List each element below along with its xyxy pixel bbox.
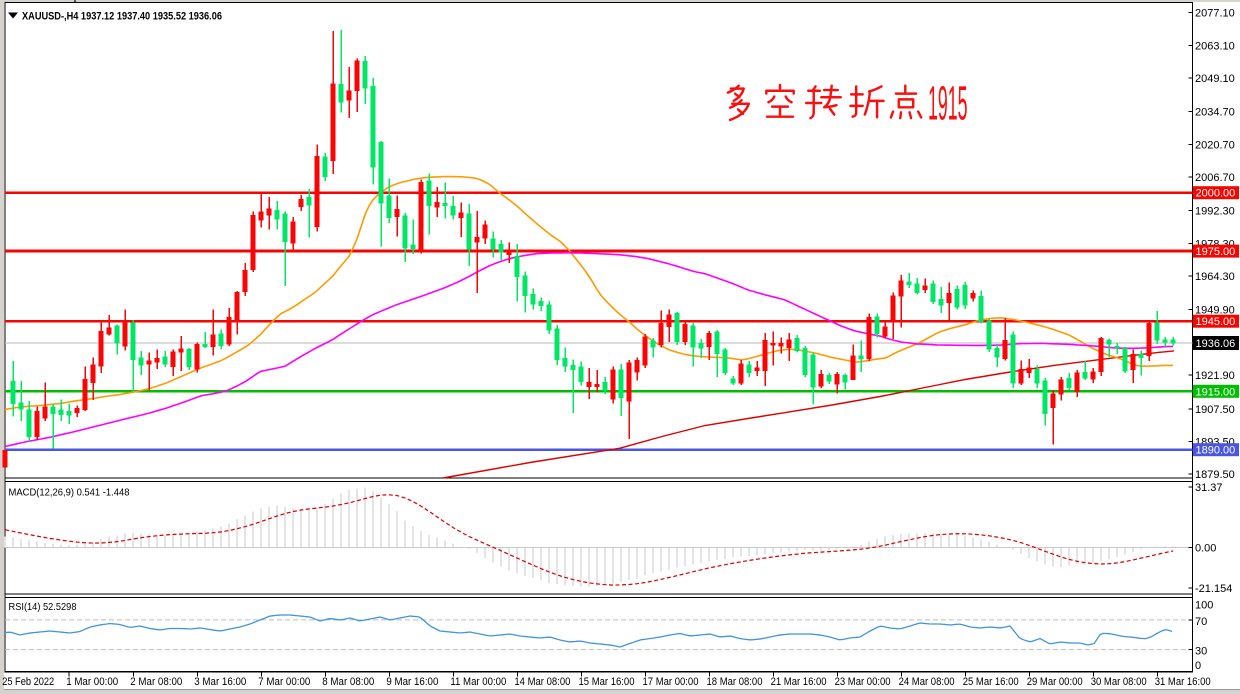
svg-text:2020.70: 2020.70 <box>1195 139 1235 151</box>
svg-text:1 Mar 00:00: 1 Mar 00:00 <box>66 676 118 688</box>
svg-text:RSI(14) 52.5298: RSI(14) 52.5298 <box>9 601 77 613</box>
svg-text:7 Mar 00:00: 7 Mar 00:00 <box>258 676 310 688</box>
svg-text:23 Mar 00:00: 23 Mar 00:00 <box>835 676 891 688</box>
svg-text:30 Mar 08:00: 30 Mar 08:00 <box>1091 676 1147 688</box>
svg-text:14 Mar 08:00: 14 Mar 08:00 <box>514 676 570 688</box>
svg-text:1915.00: 1915.00 <box>1196 386 1236 398</box>
svg-text:8 Mar 08:00: 8 Mar 08:00 <box>322 676 374 688</box>
svg-text:24 Mar 08:00: 24 Mar 08:00 <box>899 676 955 688</box>
svg-text:1964.30: 1964.30 <box>1195 271 1235 283</box>
svg-text:1936.06: 1936.06 <box>1196 338 1236 350</box>
svg-text:31 Mar 16:00: 31 Mar 16:00 <box>1155 676 1211 688</box>
svg-text:1949.90: 1949.90 <box>1195 305 1235 317</box>
svg-text:2077.10: 2077.10 <box>1195 8 1235 20</box>
svg-text:30: 30 <box>1195 646 1207 658</box>
svg-text:1945.00: 1945.00 <box>1196 316 1236 328</box>
svg-text:2000.00: 2000.00 <box>1196 188 1236 200</box>
svg-text:17 Mar 00:00: 17 Mar 00:00 <box>643 676 699 688</box>
svg-text:21 Mar 16:00: 21 Mar 16:00 <box>771 676 827 688</box>
svg-text:1907.50: 1907.50 <box>1195 404 1235 416</box>
svg-text:1975.00: 1975.00 <box>1196 246 1236 258</box>
svg-text:31.37: 31.37 <box>1195 482 1223 494</box>
svg-text:1890.00: 1890.00 <box>1196 445 1236 457</box>
svg-text:1879.50: 1879.50 <box>1195 469 1235 481</box>
svg-text:18 Mar 08:00: 18 Mar 08:00 <box>707 676 763 688</box>
svg-text:XAUUSD-,H4 1937.12 1937.40 19: XAUUSD-,H4 1937.12 1937.40 1935.52 1936.… <box>22 11 222 23</box>
svg-text:2063.10: 2063.10 <box>1195 40 1235 52</box>
svg-text:1921.90: 1921.90 <box>1195 370 1235 382</box>
svg-text:2049.10: 2049.10 <box>1195 73 1235 85</box>
svg-text:2034.70: 2034.70 <box>1195 107 1235 119</box>
svg-text:15 Mar 16:00: 15 Mar 16:00 <box>579 676 635 688</box>
svg-text:25 Mar 16:00: 25 Mar 16:00 <box>963 676 1019 688</box>
svg-text:9 Mar 16:00: 9 Mar 16:00 <box>386 676 438 688</box>
svg-text:29 Mar 00:00: 29 Mar 00:00 <box>1027 676 1083 688</box>
svg-text:2006.70: 2006.70 <box>1195 172 1235 184</box>
svg-text:25 Feb 2022: 25 Feb 2022 <box>2 676 54 688</box>
svg-text:70: 70 <box>1195 616 1207 628</box>
svg-text:3 Mar 16:00: 3 Mar 16:00 <box>194 676 246 688</box>
svg-text:1992.30: 1992.30 <box>1195 206 1235 218</box>
svg-text:MACD(12,26,9) 0.541 -1.448: MACD(12,26,9) 0.541 -1.448 <box>9 487 130 499</box>
svg-text:11 Mar 00:00: 11 Mar 00:00 <box>450 676 506 688</box>
svg-text:2 Mar 08:00: 2 Mar 08:00 <box>130 676 182 688</box>
svg-text:0: 0 <box>1195 660 1201 672</box>
svg-text:1915: 1915 <box>928 76 967 130</box>
svg-text:100: 100 <box>1195 600 1213 612</box>
svg-text:-21.154: -21.154 <box>1195 583 1232 595</box>
svg-text:1936.06: 1936.06 <box>1196 338 1236 350</box>
svg-text:0.00: 0.00 <box>1195 542 1216 554</box>
